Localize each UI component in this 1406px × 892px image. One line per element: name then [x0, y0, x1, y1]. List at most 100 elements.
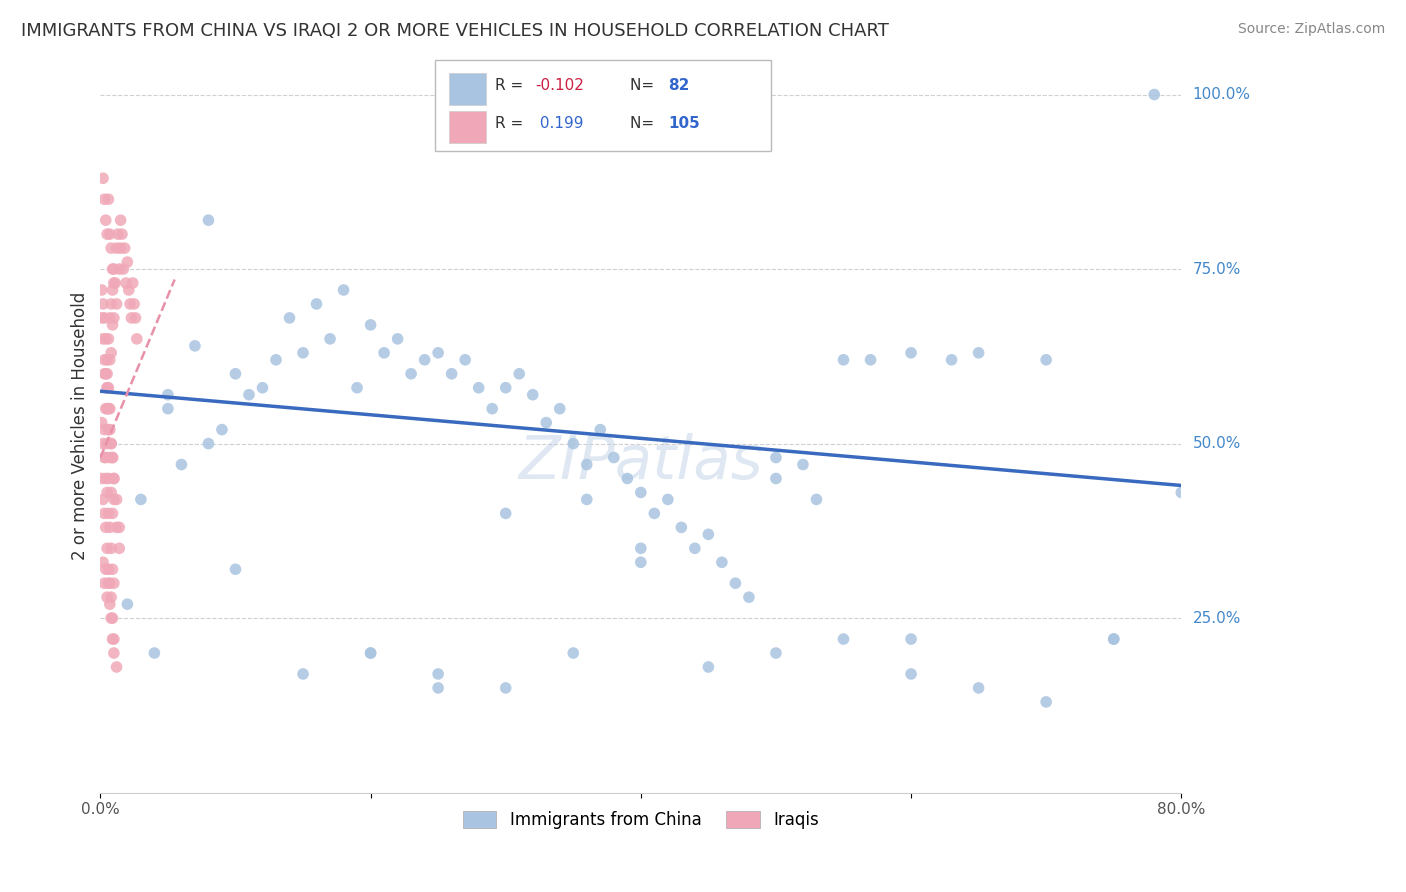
Point — [90, 471, 112, 485]
Point — [111, 227, 134, 241]
Point — [101, 611, 124, 625]
Point — [103, 632, 125, 646]
Point — [110, 213, 132, 227]
Point — [900, 667, 922, 681]
Point — [112, 262, 135, 277]
Point — [197, 436, 219, 450]
Point — [495, 507, 517, 521]
Point — [94, 332, 117, 346]
Point — [122, 297, 145, 311]
Point — [98, 450, 121, 465]
Point — [124, 310, 146, 325]
Point — [93, 423, 115, 437]
Point — [94, 401, 117, 416]
Point — [264, 352, 287, 367]
Point — [115, 276, 138, 290]
Text: ZIPatlas: ZIPatlas — [519, 434, 763, 492]
Text: R =: R = — [495, 78, 529, 93]
Point — [97, 401, 120, 416]
Point — [697, 660, 720, 674]
Y-axis label: 2 or more Vehicles in Household: 2 or more Vehicles in Household — [72, 292, 89, 560]
Point — [454, 352, 477, 367]
Text: 82: 82 — [668, 78, 689, 93]
Point — [94, 520, 117, 534]
Point — [93, 576, 115, 591]
Point — [360, 646, 382, 660]
Point — [101, 562, 124, 576]
Point — [94, 367, 117, 381]
Legend: Immigrants from China, Iraqis: Immigrants from China, Iraqis — [456, 804, 825, 836]
Point — [104, 276, 127, 290]
Point — [90, 310, 112, 325]
Point — [1102, 632, 1125, 646]
Point — [105, 297, 128, 311]
Text: Source: ZipAtlas.com: Source: ZipAtlas.com — [1237, 22, 1385, 37]
Point — [467, 381, 489, 395]
Point — [292, 667, 315, 681]
Text: 75.0%: 75.0% — [1192, 261, 1240, 277]
Point — [765, 471, 787, 485]
Point — [589, 423, 612, 437]
Point — [495, 381, 517, 395]
Point — [96, 352, 118, 367]
Point — [101, 450, 124, 465]
Point — [427, 681, 450, 695]
Point — [96, 541, 118, 556]
Point — [481, 401, 503, 416]
Point — [97, 507, 120, 521]
Point — [724, 576, 747, 591]
Text: 50.0%: 50.0% — [1192, 436, 1240, 451]
Point — [101, 507, 124, 521]
Point — [97, 576, 120, 591]
Point — [117, 255, 139, 269]
Point — [197, 213, 219, 227]
Point — [101, 318, 124, 332]
Point — [305, 297, 328, 311]
Point — [93, 450, 115, 465]
Point — [100, 346, 122, 360]
Point — [91, 297, 114, 311]
Point — [792, 458, 814, 472]
Point — [118, 283, 141, 297]
Point — [224, 562, 246, 576]
Point — [738, 590, 761, 604]
Point — [900, 346, 922, 360]
Point — [108, 541, 131, 556]
Point — [108, 520, 131, 534]
FancyBboxPatch shape — [450, 111, 486, 144]
Point — [967, 346, 990, 360]
Point — [100, 611, 122, 625]
Point — [105, 520, 128, 534]
Point — [967, 681, 990, 695]
Point — [103, 646, 125, 660]
Point — [103, 471, 125, 485]
Point — [941, 352, 963, 367]
Point — [900, 632, 922, 646]
Point — [184, 339, 207, 353]
Point — [105, 660, 128, 674]
Point — [94, 471, 117, 485]
FancyBboxPatch shape — [450, 73, 486, 105]
Point — [103, 310, 125, 325]
Point — [120, 297, 142, 311]
Point — [575, 458, 598, 472]
Point — [399, 367, 422, 381]
Point — [121, 276, 143, 290]
Point — [120, 310, 142, 325]
Point — [90, 416, 112, 430]
Point — [91, 555, 114, 569]
Point — [110, 241, 132, 255]
Point — [90, 283, 112, 297]
Point — [440, 367, 463, 381]
Point — [100, 436, 122, 450]
Point — [100, 590, 122, 604]
Text: R =: R = — [495, 116, 529, 131]
Point — [98, 352, 121, 367]
FancyBboxPatch shape — [436, 60, 770, 152]
Text: 100.0%: 100.0% — [1192, 87, 1250, 102]
Point — [91, 436, 114, 450]
Point — [100, 541, 122, 556]
Point — [373, 346, 395, 360]
Point — [562, 436, 585, 450]
Point — [98, 520, 121, 534]
